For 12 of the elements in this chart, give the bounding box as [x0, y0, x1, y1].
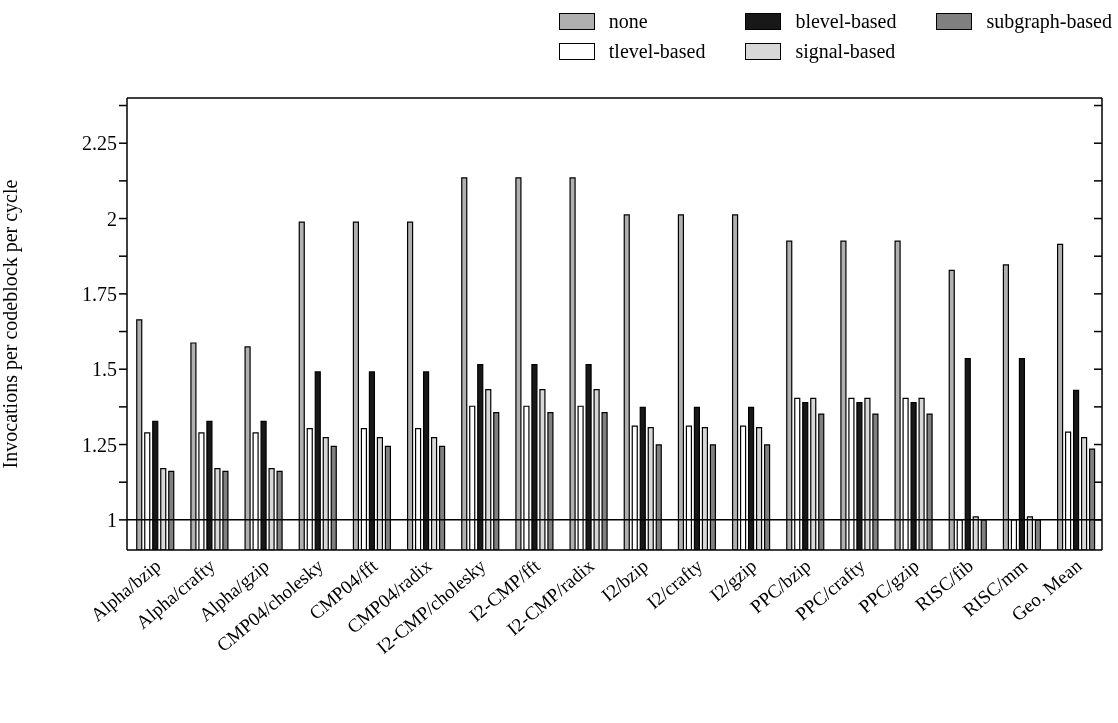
- legend-label: subgraph-based: [986, 9, 1112, 33]
- y-tick-label: 1.25: [82, 433, 117, 456]
- y-tick-label: 1.75: [82, 282, 117, 305]
- legend-label: tlevel-based: [608, 39, 706, 63]
- y-tick-label: 1.5: [92, 358, 117, 381]
- legend-label: blevel-based: [795, 9, 897, 33]
- y-tick-label: 1: [107, 508, 117, 531]
- y-tick-label: 2: [107, 207, 117, 230]
- legend-label: signal-based: [795, 39, 896, 63]
- legend-label: none: [608, 9, 648, 33]
- y-tick-label: 2.25: [82, 132, 117, 155]
- y-axis-title: Invocations per codeblock per cycle: [0, 179, 23, 469]
